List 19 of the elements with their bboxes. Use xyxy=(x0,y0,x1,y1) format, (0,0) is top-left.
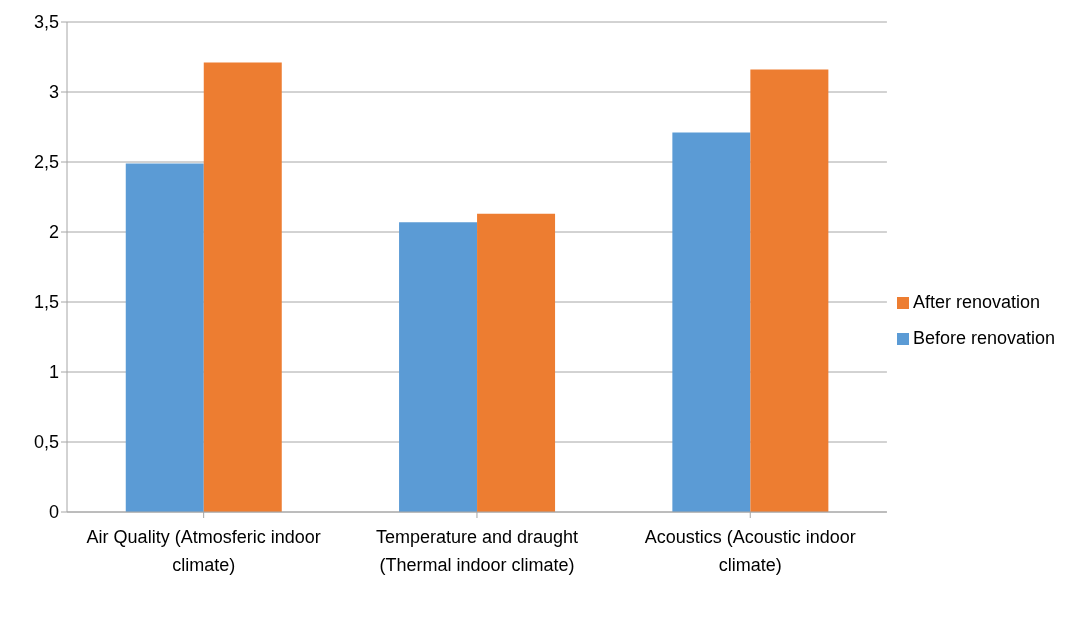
y-tick-label: 1,5 xyxy=(33,292,59,313)
x-tick-label: Air Quality (Atmosferic indoor climate) xyxy=(86,526,321,575)
x-tick-label: Acoustics (Acoustic indoor climate) xyxy=(644,526,856,575)
bar xyxy=(125,163,204,512)
y-tick-label: 3 xyxy=(48,82,59,103)
bar xyxy=(750,69,829,512)
bar xyxy=(477,213,556,512)
y-tick-label: 3,5 xyxy=(33,12,59,33)
y-tick-label: 2,5 xyxy=(33,152,59,173)
legend-label: Before renovation xyxy=(912,328,1055,348)
bar xyxy=(203,62,282,512)
y-tick-label: 1 xyxy=(48,362,59,383)
y-tick-label: 2 xyxy=(48,222,59,243)
x-tick-label: Temperature and draught (Thermal indoor climate) xyxy=(375,526,579,575)
y-tick-label: 0,5 xyxy=(33,432,59,453)
bar xyxy=(399,222,478,512)
legend-label: After renovation xyxy=(912,292,1040,312)
y-tick-label: 0 xyxy=(48,502,59,523)
bar xyxy=(672,132,751,512)
